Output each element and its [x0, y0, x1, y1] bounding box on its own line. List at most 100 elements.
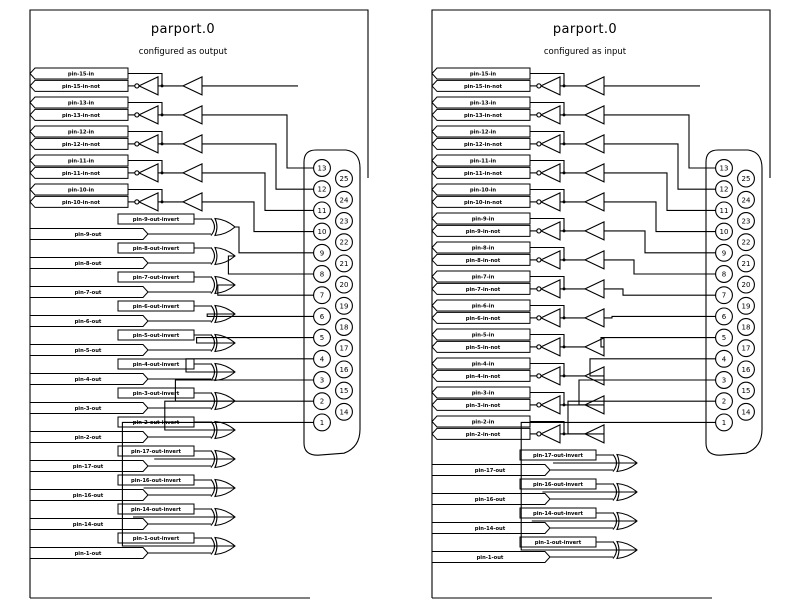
db25-pin-13[interactable]: 13 — [715, 159, 733, 177]
hal-pin-pin-12-in-not[interactable]: pin-12-in-not — [431, 137, 531, 150]
hal-pin-pin-11-in[interactable]: pin-11-in — [431, 154, 531, 167]
hal-pin-pin-2-in[interactable]: pin-2-in — [431, 415, 531, 428]
db25-pin-16[interactable]: 16 — [335, 360, 353, 379]
db25-pin-24[interactable]: 24 — [737, 190, 755, 209]
hal-pin-pin-7-out[interactable]: pin-7-out — [29, 286, 149, 298]
db25-pin-21[interactable]: 21 — [737, 254, 755, 273]
hal-pin-pin-6-out[interactable]: pin-6-out — [29, 315, 149, 327]
hal-pin-pin-16-out[interactable]: pin-16-out — [29, 489, 149, 501]
db25-pin-5[interactable]: 5 — [313, 328, 331, 347]
hal-pin-pin-17-out[interactable]: pin-17-out — [29, 460, 149, 472]
hal-pin-pin-15-in-not[interactable]: pin-15-in-not — [29, 79, 129, 92]
hal-pin-pin-8-in-not[interactable]: pin-8-in-not — [431, 253, 531, 266]
db25-pin-1[interactable]: 1 — [715, 413, 733, 432]
db25-pin-20[interactable]: 20 — [737, 275, 755, 294]
hal-pin-pin-15-in[interactable]: pin-15-in — [29, 67, 129, 80]
db25-pin-17[interactable]: 17 — [335, 339, 353, 358]
db25-pin-9[interactable]: 9 — [715, 243, 733, 262]
hal-pin-pin-5-in-not[interactable]: pin-5-in-not — [431, 340, 531, 353]
db25-pin-2[interactable]: 2 — [313, 392, 331, 411]
db25-pin-1[interactable]: 1 — [313, 413, 331, 432]
db25-pin-10[interactable]: 10 — [715, 222, 733, 241]
hal-pin-pin-7-in[interactable]: pin-7-in — [431, 270, 531, 283]
db25-pin-15[interactable]: 15 — [737, 381, 755, 400]
hal-pin-pin-2-in-not[interactable]: pin-2-in-not — [431, 427, 531, 440]
hal-pin-pin-6-in[interactable]: pin-6-in — [431, 299, 531, 312]
hal-pin-pin-10-in-not[interactable]: pin-10-in-not — [431, 195, 531, 208]
hal-pin-pin-3-out[interactable]: pin-3-out — [29, 402, 149, 414]
hal-pin-pin-6-in-not[interactable]: pin-6-in-not — [431, 311, 531, 324]
db25-pin-16[interactable]: 16 — [737, 360, 755, 379]
db25-pin-21[interactable]: 21 — [335, 254, 353, 273]
hal-pin-pin-13-in-not[interactable]: pin-13-in-not — [29, 108, 129, 121]
hal-pin-pin-11-in-not[interactable]: pin-11-in-not — [29, 166, 129, 179]
hal-pin-pin-10-in-not[interactable]: pin-10-in-not — [29, 195, 129, 208]
db25-pin-25[interactable]: 25 — [335, 169, 353, 188]
db25-pin-5[interactable]: 5 — [715, 328, 733, 347]
hal-pin-pin-16-out[interactable]: pin-16-out — [431, 493, 551, 505]
db25-pin-18[interactable]: 18 — [335, 318, 353, 336]
hal-pin-pin-4-in-not[interactable]: pin-4-in-not — [431, 369, 531, 382]
db25-pin-6[interactable]: 6 — [313, 307, 331, 326]
hal-pin-pin-10-in[interactable]: pin-10-in — [29, 183, 129, 196]
hal-pin-pin-5-out[interactable]: pin-5-out — [29, 344, 149, 356]
db25-pin-4[interactable]: 4 — [715, 349, 733, 368]
hal-pin-pin-9-in-not[interactable]: pin-9-in-not — [431, 224, 531, 237]
db25-pin-22[interactable]: 22 — [737, 233, 755, 252]
db25-pin-10[interactable]: 10 — [313, 222, 331, 241]
db25-pin-24[interactable]: 24 — [335, 190, 353, 209]
hal-pin-pin-14-out[interactable]: pin-14-out — [431, 522, 551, 534]
db25-pin-14[interactable]: 14 — [737, 402, 755, 421]
db25-pin-3[interactable]: 3 — [715, 371, 733, 389]
hal-pin-pin-1-out[interactable]: pin-1-out — [29, 547, 149, 559]
hal-pin-pin-9-in[interactable]: pin-9-in — [431, 212, 531, 225]
hal-pin-pin-9-out[interactable]: pin-9-out — [29, 228, 149, 240]
hal-pin-pin-12-in[interactable]: pin-12-in — [29, 125, 129, 138]
hal-pin-pin-3-in-not[interactable]: pin-3-in-not — [431, 398, 531, 411]
hal-pin-pin-8-out[interactable]: pin-8-out — [29, 257, 149, 269]
hal-pin-pin-10-in[interactable]: pin-10-in — [431, 183, 531, 196]
db25-pin-23[interactable]: 23 — [335, 212, 353, 230]
hal-pin-pin-8-in[interactable]: pin-8-in — [431, 241, 531, 254]
db25-pin-23[interactable]: 23 — [737, 212, 755, 230]
db25-pin-22[interactable]: 22 — [335, 233, 353, 252]
db25-pin-11[interactable]: 11 — [313, 201, 331, 220]
hal-pin-pin-15-in-not[interactable]: pin-15-in-not — [431, 79, 531, 92]
hal-pin-pin-4-out[interactable]: pin-4-out — [29, 373, 149, 385]
hal-pin-pin-5-in[interactable]: pin-5-in — [431, 328, 531, 341]
db25-pin-18[interactable]: 18 — [737, 318, 755, 336]
db25-pin-11[interactable]: 11 — [715, 201, 733, 220]
db25-pin-13[interactable]: 13 — [313, 159, 331, 177]
db25-pin-8[interactable]: 8 — [715, 265, 733, 283]
hal-pin-pin-4-in[interactable]: pin-4-in — [431, 357, 531, 370]
hal-pin-pin-11-in[interactable]: pin-11-in — [29, 154, 129, 167]
db25-pin-3[interactable]: 3 — [313, 371, 331, 389]
hal-pin-pin-11-in-not[interactable]: pin-11-in-not — [431, 166, 531, 179]
hal-pin-pin-3-in[interactable]: pin-3-in — [431, 386, 531, 399]
db25-pin-8[interactable]: 8 — [313, 265, 331, 283]
hal-pin-pin-12-in-not[interactable]: pin-12-in-not — [29, 137, 129, 150]
db25-pin-15[interactable]: 15 — [335, 381, 353, 400]
hal-pin-pin-17-out[interactable]: pin-17-out — [431, 464, 551, 476]
hal-pin-pin-2-out[interactable]: pin-2-out — [29, 431, 149, 443]
db25-pin-19[interactable]: 19 — [737, 296, 755, 315]
db25-pin-19[interactable]: 19 — [335, 296, 353, 315]
db25-pin-17[interactable]: 17 — [737, 339, 755, 358]
db25-pin-12[interactable]: 12 — [313, 180, 331, 199]
db25-pin-4[interactable]: 4 — [313, 349, 331, 368]
db25-pin-9[interactable]: 9 — [313, 243, 331, 262]
db25-pin-7[interactable]: 7 — [715, 286, 733, 305]
hal-pin-pin-13-in[interactable]: pin-13-in — [29, 96, 129, 109]
hal-pin-pin-15-in[interactable]: pin-15-in — [431, 67, 531, 80]
hal-pin-pin-7-in-not[interactable]: pin-7-in-not — [431, 282, 531, 295]
db25-pin-12[interactable]: 12 — [715, 180, 733, 199]
hal-pin-pin-14-out[interactable]: pin-14-out — [29, 518, 149, 530]
hal-pin-pin-13-in[interactable]: pin-13-in — [431, 96, 531, 109]
db25-pin-25[interactable]: 25 — [737, 169, 755, 188]
db25-pin-14[interactable]: 14 — [335, 402, 353, 421]
db25-pin-20[interactable]: 20 — [335, 275, 353, 294]
hal-pin-pin-1-out[interactable]: pin-1-out — [431, 551, 551, 563]
db25-pin-6[interactable]: 6 — [715, 307, 733, 326]
hal-pin-pin-13-in-not[interactable]: pin-13-in-not — [431, 108, 531, 121]
db25-pin-7[interactable]: 7 — [313, 286, 331, 305]
